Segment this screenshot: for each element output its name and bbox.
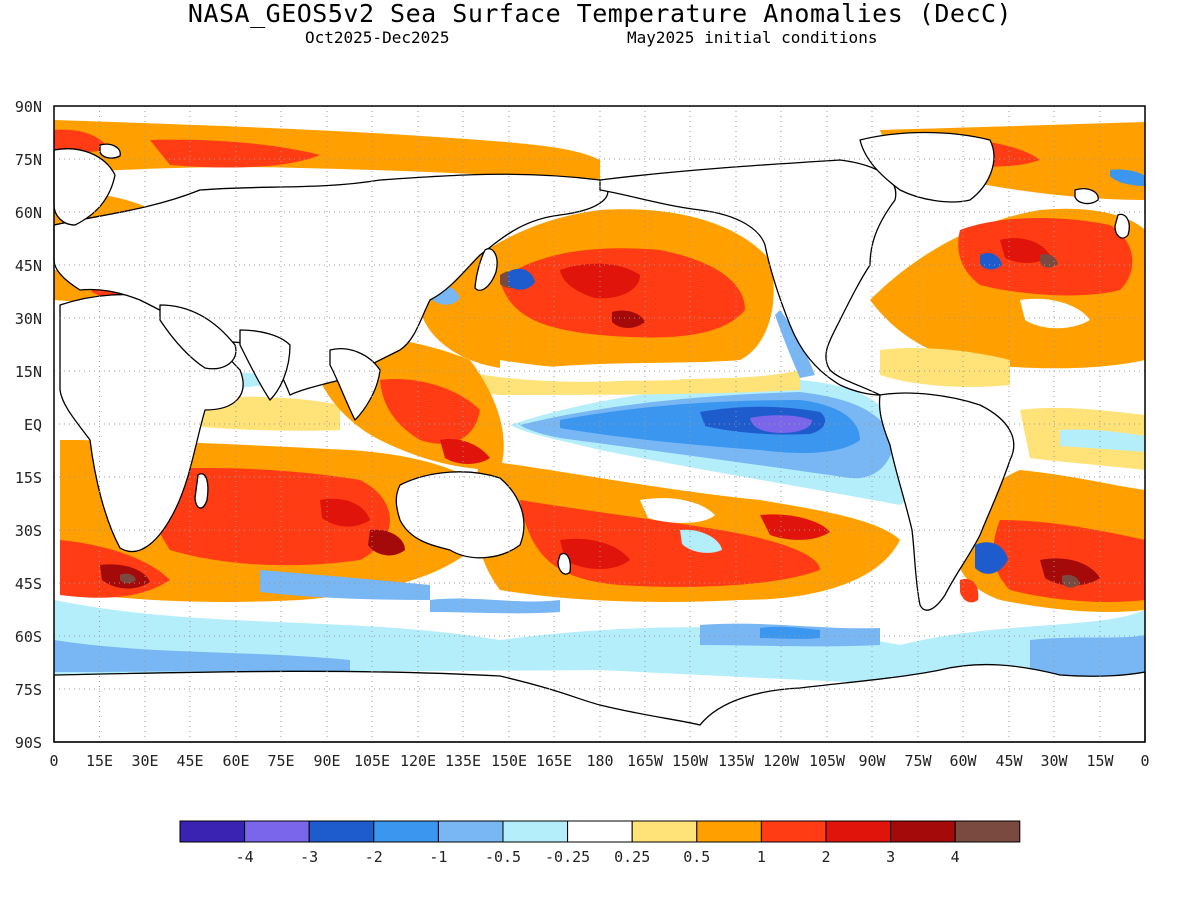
- continents: [53, 131, 1146, 743]
- colorbar-swatch: [631, 820, 698, 843]
- iceland-landmass: [1074, 188, 1099, 205]
- lon-tick-label: 15W: [1086, 752, 1114, 770]
- forecast-period: Oct2025-Dec2025: [305, 28, 450, 47]
- lon-tick-label: 165W: [627, 752, 664, 770]
- lon-tick-label: 45W: [995, 752, 1023, 770]
- initial-conditions: May2025 initial conditions: [627, 28, 878, 47]
- colorbar-swatch: [890, 820, 956, 843]
- colorbar-swatch: [437, 820, 504, 843]
- svalbard-landmass: [99, 143, 121, 159]
- lat-tick-label: 90S: [15, 734, 42, 752]
- colorbar-swatch: [308, 820, 375, 843]
- lon-tick-label: 45E: [176, 752, 203, 770]
- lat-tick-label: 60N: [15, 204, 42, 222]
- lat-tick-label: 90N: [15, 98, 42, 116]
- colorbar-swatch: [760, 820, 827, 843]
- lat-tick-label: 30N: [15, 310, 42, 328]
- lat-tick-label: 75S: [15, 681, 42, 699]
- colorbar-swatch: [502, 820, 569, 843]
- lat-tick-label: 45N: [15, 257, 42, 275]
- colorbar-label: 3: [886, 848, 895, 866]
- lon-tick-label: 0: [1140, 752, 1149, 770]
- lon-tick-label: 0: [49, 752, 58, 770]
- arabia-landmass: [159, 304, 237, 370]
- lon-tick-label: 120W: [763, 752, 800, 770]
- australia-landmass: [395, 471, 525, 559]
- lat-tick-label: 15N: [15, 363, 42, 381]
- lon-tick-label: 75W: [904, 752, 932, 770]
- lon-tick-label: 150E: [491, 752, 527, 770]
- colorbar-label: 4: [951, 848, 960, 866]
- colorbar-label: -0.25: [545, 848, 590, 866]
- grid-lines: [54, 106, 1145, 742]
- lon-tick-label: 15E: [86, 752, 113, 770]
- colorbar-swatch: [373, 820, 439, 843]
- colorbar-label: 1: [757, 848, 766, 866]
- uk-landmass: [1114, 213, 1130, 239]
- colorbar-swatch: [954, 820, 1021, 843]
- lon-tick-label: 90E: [313, 752, 340, 770]
- map-frame: [53, 105, 1146, 743]
- new-zealand-landmass: [557, 552, 572, 575]
- colorbar-label: -2: [365, 848, 383, 866]
- lat-tick-label: EQ: [24, 416, 42, 434]
- colorbar-labels: -4 -3 -2 -1 -0.5 -0.25 0.25 0.5 1 2 3 4: [236, 848, 960, 866]
- colorbar-swatch: [244, 820, 310, 843]
- lon-tick-label: 105E: [354, 752, 390, 770]
- south-america-landmass: [878, 392, 1015, 611]
- colorbar: [179, 820, 1021, 843]
- lon-tick-label: 90W: [858, 752, 886, 770]
- lon-tick-label: 180: [586, 752, 613, 770]
- colorbar-label: 2: [821, 848, 830, 866]
- latitude-axis: 90N 75N 60N 45N 30N 15N EQ 15S 30S 45S 6…: [15, 98, 42, 752]
- lat-tick-label: 60S: [15, 628, 42, 646]
- colorbar-label: -0.5: [485, 848, 521, 866]
- lon-tick-label: 30W: [1040, 752, 1068, 770]
- colorbar-label: 0.5: [683, 848, 710, 866]
- colorbar-label: -4: [236, 848, 254, 866]
- longitude-axis: 0 15E 30E 45E 60E 75E 90E 105E 120E 135E…: [49, 752, 1149, 770]
- lon-tick-label: 135W: [718, 752, 755, 770]
- lat-tick-label: 15S: [15, 469, 42, 487]
- lon-tick-label: 30E: [131, 752, 158, 770]
- colorbar-label: -3: [300, 848, 318, 866]
- lat-tick-label: 45S: [15, 575, 42, 593]
- colorbar-swatch: [567, 820, 633, 843]
- lon-tick-label: 120E: [400, 752, 436, 770]
- madagascar-landmass: [194, 473, 209, 509]
- india-landmass: [239, 329, 291, 401]
- colorbar-swatch: [696, 820, 762, 843]
- lon-tick-label: 60E: [222, 752, 249, 770]
- map-title: NASA_GEOS5v2 Sea Surface Temperature Ano…: [187, 0, 1013, 28]
- greenland-landmass: [859, 131, 995, 203]
- lon-tick-label: 165E: [536, 752, 572, 770]
- antarctica-landmass: [53, 663, 1146, 743]
- colorbar-swatch: [179, 820, 246, 843]
- north-america-landmass: [599, 159, 897, 396]
- europe-north-landmass: [53, 148, 116, 226]
- japan-landmass: [474, 248, 498, 291]
- colorbar-label: 0.25: [614, 848, 650, 866]
- lon-tick-label: 75E: [267, 752, 294, 770]
- lon-tick-label: 135E: [445, 752, 481, 770]
- lat-tick-label: 75N: [15, 151, 42, 169]
- colorbar-swatch: [825, 820, 892, 843]
- lon-tick-label: 60W: [949, 752, 977, 770]
- lat-tick-label: 30S: [15, 522, 42, 540]
- colorbar-label: -1: [429, 848, 447, 866]
- lon-tick-label: 105W: [809, 752, 846, 770]
- lon-tick-label: 150W: [672, 752, 709, 770]
- southeast-asia-landmass: [329, 348, 381, 421]
